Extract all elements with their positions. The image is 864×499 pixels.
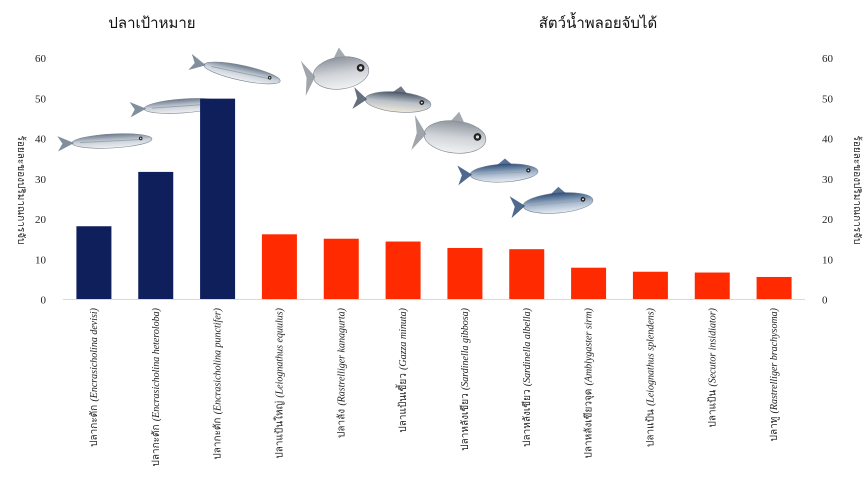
y-tick-left: 40 — [35, 134, 47, 146]
x-tick-label-9: ปลาหลังเขียวจุด (Amblygaster sirm) — [583, 307, 595, 458]
y-tick-left: 60 — [35, 53, 47, 65]
y-tick-right: 50 — [822, 93, 834, 105]
bar-2 — [138, 171, 174, 300]
y-tick-left: 0 — [41, 295, 47, 307]
y-tick-right: 30 — [822, 174, 834, 186]
fish-illustrations — [57, 47, 594, 219]
axes: 0 0 10 10 20 20 30 30 40 40 50 50 60 60 — [35, 53, 834, 307]
y-tick-left: 20 — [35, 214, 47, 226]
y-tick-left: 30 — [35, 174, 47, 186]
group-label-bycatch: สัตว์น้ำพลอยจับได้ — [539, 12, 657, 32]
x-tick-label-10: ปลาแป้น (Leiognathus splendens) — [644, 307, 656, 447]
bar-10 — [632, 271, 668, 300]
y-tick-left: 10 — [35, 254, 47, 266]
y-tick-left: 50 — [35, 93, 47, 105]
bar-4 — [261, 234, 297, 300]
y-tick-right: 40 — [822, 134, 834, 146]
fish-sardine-albella-icon — [509, 186, 594, 219]
x-tick-label-6: ปลาแป้นเขี้ยว (Gazza minuta) — [395, 307, 409, 432]
x-tick-label-8: ปลาหลังเขียว (Sardinella albella) — [521, 307, 533, 447]
x-tick-label-11: ปลาแป้น (Secutor insidiator) — [706, 307, 718, 427]
fish-gazza-icon — [411, 111, 487, 154]
x-tick-label-7: ปลาหลังเขียว (Sardinella gibbosa) — [459, 307, 471, 450]
bar-6 — [385, 241, 421, 300]
x-tick-label-2: ปลากะตัก (Encrasicholina heteroloba) — [151, 307, 162, 466]
bar-3 — [200, 98, 236, 300]
bar-9 — [571, 267, 607, 300]
bar-8 — [509, 249, 545, 300]
x-tick-label-1: ปลากะตัก (Encrasicholina devisi) — [89, 307, 100, 447]
bar-12 — [756, 276, 792, 300]
bar-5 — [323, 238, 359, 300]
bars — [76, 98, 792, 300]
fish-sardine-gibbosa-icon — [457, 158, 539, 186]
y-tick-right: 20 — [822, 214, 834, 226]
bar-7 — [447, 247, 483, 300]
bar-1 — [76, 226, 112, 300]
x-tick-label-12: ปลาทู (Rastrelliger brachysoma) — [769, 307, 780, 441]
group-label-target: ปลาเป้าหมาย — [108, 14, 195, 32]
y-tick-right: 0 — [822, 295, 828, 307]
y-tick-right: 10 — [822, 254, 834, 266]
y-tick-right: 60 — [822, 53, 834, 65]
x-tick-label-3: ปลากะตัก (Encrasicholina punctifer) — [213, 307, 224, 459]
fish-anchovy-devisi-icon — [57, 133, 153, 152]
x-tick-label-5: ปลาลัง (Rastrelliger kanagurta) — [336, 307, 347, 438]
fish-anchovy-punctifer-icon — [188, 53, 281, 85]
y-axis-label-left: ร้อยละของปริมาณการจับ — [15, 136, 27, 245]
bar-11 — [694, 272, 730, 300]
labels: ร้อยละของปริมาณการจับ ร้อยละของปริมาณการจ… — [15, 12, 863, 466]
fish-ponyfish-icon — [300, 47, 370, 96]
fish-mackerel-icon — [352, 86, 432, 113]
x-tick-label-4: ปลาแป้นใหญ่ (Leiognathus equulus) — [273, 307, 285, 458]
y-axis-label-right: ร้อยละของปริมาณการจับ — [851, 136, 863, 245]
